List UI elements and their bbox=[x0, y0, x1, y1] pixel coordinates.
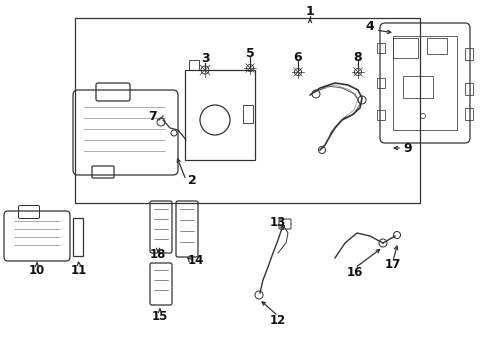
Bar bbox=[73, 218, 83, 256]
Bar bbox=[243, 105, 253, 123]
Text: 18: 18 bbox=[150, 248, 166, 261]
Text: 5: 5 bbox=[245, 46, 254, 59]
Text: 14: 14 bbox=[188, 253, 204, 266]
Bar bbox=[393, 36, 457, 130]
Text: 10: 10 bbox=[29, 264, 45, 276]
Bar bbox=[403, 76, 433, 98]
Text: 4: 4 bbox=[366, 19, 374, 32]
Text: 1: 1 bbox=[306, 5, 315, 18]
Bar bbox=[377, 110, 385, 120]
Bar bbox=[465, 48, 473, 60]
Text: 6: 6 bbox=[294, 50, 302, 63]
Text: 17: 17 bbox=[385, 258, 401, 271]
Text: 8: 8 bbox=[354, 50, 362, 63]
Text: 15: 15 bbox=[152, 310, 168, 324]
Text: 2: 2 bbox=[188, 174, 196, 186]
Bar bbox=[377, 43, 385, 53]
Bar bbox=[393, 38, 418, 58]
Bar bbox=[189, 60, 199, 70]
Bar bbox=[465, 108, 473, 120]
Text: 7: 7 bbox=[147, 109, 156, 122]
Text: 9: 9 bbox=[404, 141, 412, 154]
Bar bbox=[75, 18, 420, 203]
Bar bbox=[377, 78, 385, 88]
Text: 12: 12 bbox=[270, 314, 286, 327]
Bar bbox=[465, 83, 473, 95]
Text: 3: 3 bbox=[201, 51, 209, 64]
Text: 16: 16 bbox=[347, 266, 363, 279]
Text: 13: 13 bbox=[270, 216, 286, 229]
Bar bbox=[185, 70, 255, 160]
Bar bbox=[427, 38, 447, 54]
Text: 11: 11 bbox=[71, 264, 87, 276]
